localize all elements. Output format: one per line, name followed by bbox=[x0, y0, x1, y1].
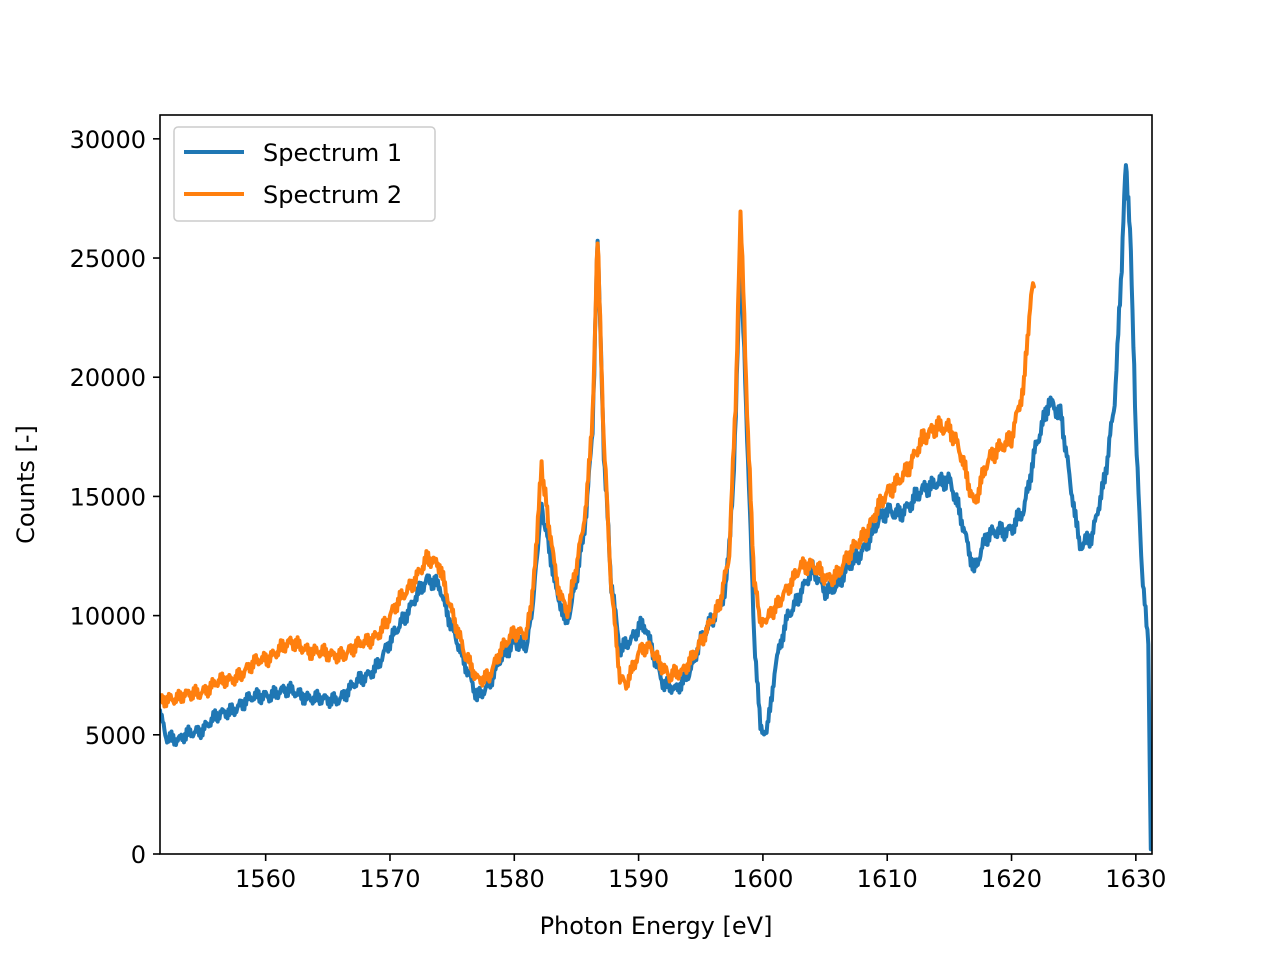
x-tick-label: 1560 bbox=[235, 865, 296, 893]
y-tick-label: 30000 bbox=[70, 126, 146, 154]
series-line-2 bbox=[160, 209, 1036, 709]
x-tick-label: 1620 bbox=[981, 865, 1042, 893]
y-axis: 0 5000 10000 15000 20000 25000 30000 bbox=[70, 126, 160, 869]
y-tick-label: 20000 bbox=[70, 364, 146, 392]
x-axis: 1560 1570 1580 1590 1600 1610 1620 1630 bbox=[235, 854, 1166, 893]
x-axis-label: Photon Energy [eV] bbox=[540, 912, 773, 940]
y-tick-label: 10000 bbox=[70, 603, 146, 631]
legend: Spectrum 1 Spectrum 2 bbox=[173, 126, 436, 222]
x-tick-label: 1600 bbox=[732, 865, 793, 893]
series-layer bbox=[160, 163, 1152, 852]
legend-label-spectrum-1: Spectrum 1 bbox=[263, 139, 402, 167]
x-tick-label: 1630 bbox=[1105, 865, 1166, 893]
x-tick-label: 1590 bbox=[608, 865, 669, 893]
series-line-1 bbox=[160, 163, 1152, 852]
y-tick-label: 25000 bbox=[70, 245, 146, 273]
y-axis-label: Counts [-] bbox=[12, 425, 40, 544]
legend-label-spectrum-2: Spectrum 2 bbox=[263, 181, 402, 209]
plot-frame bbox=[159, 114, 1153, 855]
y-tick-label: 5000 bbox=[85, 722, 146, 750]
x-tick-label: 1570 bbox=[359, 865, 420, 893]
y-tick-label: 0 bbox=[131, 841, 146, 869]
y-tick-label: 15000 bbox=[70, 483, 146, 511]
x-tick-label: 1610 bbox=[857, 865, 918, 893]
x-tick-label: 1580 bbox=[484, 865, 545, 893]
